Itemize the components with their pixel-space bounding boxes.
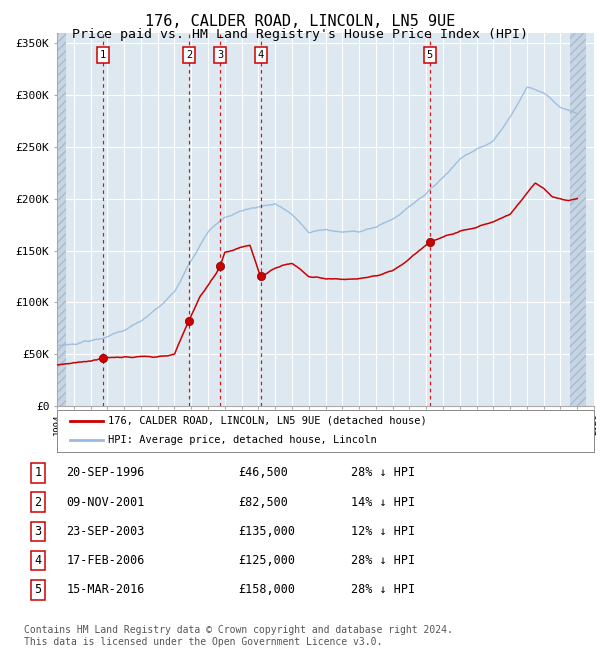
Text: 2: 2 <box>35 495 41 508</box>
Text: 28% ↓ HPI: 28% ↓ HPI <box>351 584 415 597</box>
Text: £82,500: £82,500 <box>238 495 288 508</box>
Text: 1: 1 <box>35 467 41 479</box>
Text: 28% ↓ HPI: 28% ↓ HPI <box>351 554 415 567</box>
Text: 176, CALDER ROAD, LINCOLN, LN5 9UE: 176, CALDER ROAD, LINCOLN, LN5 9UE <box>145 14 455 29</box>
Text: 5: 5 <box>35 584 41 597</box>
Text: 15-MAR-2016: 15-MAR-2016 <box>66 584 145 597</box>
Text: Contains HM Land Registry data © Crown copyright and database right 2024.
This d: Contains HM Land Registry data © Crown c… <box>24 625 453 647</box>
Text: 5: 5 <box>427 50 433 60</box>
Text: £158,000: £158,000 <box>238 584 295 597</box>
Text: 17-FEB-2006: 17-FEB-2006 <box>66 554 145 567</box>
Text: 2: 2 <box>186 50 192 60</box>
Text: Price paid vs. HM Land Registry's House Price Index (HPI): Price paid vs. HM Land Registry's House … <box>72 28 528 41</box>
Text: 176, CALDER ROAD, LINCOLN, LN5 9UE (detached house): 176, CALDER ROAD, LINCOLN, LN5 9UE (deta… <box>108 416 427 426</box>
Text: HPI: Average price, detached house, Lincoln: HPI: Average price, detached house, Linc… <box>108 436 377 445</box>
Text: 23-SEP-2003: 23-SEP-2003 <box>66 525 145 538</box>
Text: £135,000: £135,000 <box>238 525 295 538</box>
Text: 4: 4 <box>35 554 41 567</box>
Text: £46,500: £46,500 <box>238 467 288 479</box>
Text: 14% ↓ HPI: 14% ↓ HPI <box>351 495 415 508</box>
Text: 1: 1 <box>100 50 106 60</box>
Text: 3: 3 <box>35 525 41 538</box>
Text: 4: 4 <box>257 50 263 60</box>
Text: 28% ↓ HPI: 28% ↓ HPI <box>351 467 415 479</box>
Text: 20-SEP-1996: 20-SEP-1996 <box>66 467 145 479</box>
Text: 12% ↓ HPI: 12% ↓ HPI <box>351 525 415 538</box>
Bar <box>569 32 586 406</box>
Text: £125,000: £125,000 <box>238 554 295 567</box>
Bar <box>57 32 66 406</box>
Text: 3: 3 <box>217 50 223 60</box>
Text: 09-NOV-2001: 09-NOV-2001 <box>66 495 145 508</box>
